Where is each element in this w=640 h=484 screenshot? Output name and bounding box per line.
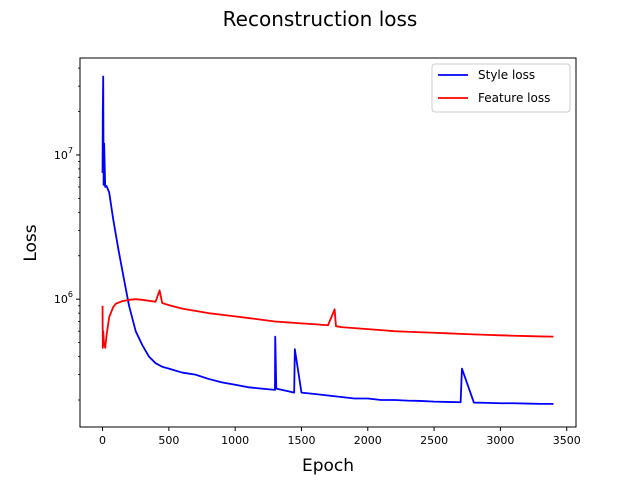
legend-label-feature-loss: Feature loss — [478, 91, 550, 105]
legend-box — [431, 63, 571, 113]
y-tick-label: 107 — [54, 146, 73, 162]
legend: Style loss Feature loss — [431, 63, 571, 113]
x-tick-label: 2000 — [354, 434, 382, 447]
legend-label-style-loss: Style loss — [478, 68, 535, 82]
x-axis-label: Epoch — [302, 456, 354, 476]
y-axis-label: Loss — [21, 224, 41, 261]
x-tick-label: 3500 — [553, 434, 581, 447]
x-tick-label: 3000 — [486, 434, 514, 447]
x-tick-label: 0 — [99, 434, 106, 447]
series-line-feature-loss — [101, 289, 554, 349]
plot-area — [79, 57, 577, 428]
y-axis: 106 107 — [54, 67, 80, 401]
y-tick-label: 106 — [54, 290, 73, 306]
x-tick-label: 1500 — [287, 434, 315, 447]
series-line-style-loss — [101, 75, 554, 405]
series-layer — [101, 75, 554, 405]
x-tick-label: 500 — [158, 434, 179, 447]
x-axis: 0 500 1000 1500 2000 2500 3000 3500 — [99, 427, 581, 447]
x-tick-label: 1000 — [221, 434, 249, 447]
x-tick-label: 2500 — [420, 434, 448, 447]
chart-title: Reconstruction loss — [223, 7, 418, 31]
plot-frame — [79, 57, 577, 428]
